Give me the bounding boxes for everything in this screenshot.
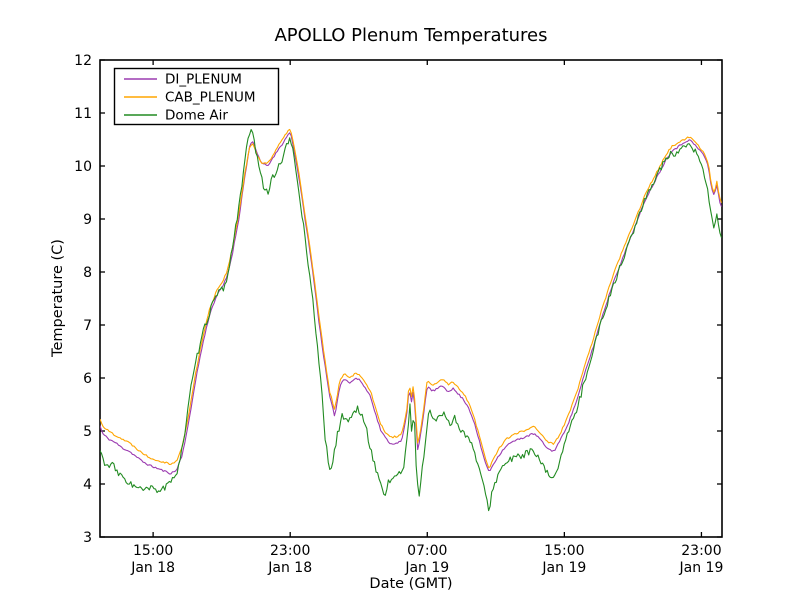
y-tick-label: 12 <box>74 53 92 69</box>
x-tick-date-label: Jan 19 <box>404 560 449 576</box>
y-tick-label: 11 <box>74 106 92 122</box>
y-tick-label: 4 <box>83 477 92 493</box>
x-tick-date-label: Jan 19 <box>541 560 586 576</box>
x-axis-label: Date (GMT) <box>369 576 452 592</box>
x-tick-date-label: Jan 18 <box>267 560 312 576</box>
x-tick-time-label: 07:00 <box>407 543 447 559</box>
legend-item-di-plenum: DI_PLENUM <box>124 72 242 88</box>
series-layer <box>100 128 722 512</box>
chart-title: APOLLO Plenum Temperatures <box>274 25 547 46</box>
y-tick-label: 3 <box>83 530 92 546</box>
y-tick-label: 9 <box>83 212 92 228</box>
y-tick-label: 5 <box>83 424 92 440</box>
series-line-dome-air <box>100 129 722 512</box>
plot-frame <box>99 59 723 538</box>
y-axis-label: Temperature (C) <box>50 239 66 358</box>
x-tick-time-label: 15:00 <box>133 543 173 559</box>
legend-label-dome-air: Dome Air <box>165 108 228 124</box>
legend-label-di-plenum: DI_PLENUM <box>165 72 242 88</box>
legend-item-cab-plenum: CAB_PLENUM <box>124 90 256 106</box>
legend: DI_PLENUM CAB_PLENUM Dome Air <box>113 67 280 126</box>
x-tick-time-label: 23:00 <box>681 543 721 559</box>
y-tick-label: 10 <box>74 159 92 175</box>
x-tick-date-label: Jan 18 <box>130 560 175 576</box>
x-tick-time-label: 23:00 <box>270 543 310 559</box>
y-tick-label: 8 <box>83 265 92 281</box>
y-tick-label: 7 <box>83 318 92 334</box>
legend-item-dome-air: Dome Air <box>124 108 228 124</box>
x-tick-time-label: 15:00 <box>544 543 584 559</box>
series-line-cab-plenum <box>100 128 722 469</box>
x-tick-date-label: Jan 19 <box>679 560 724 576</box>
legend-label-cab-plenum: CAB_PLENUM <box>165 90 256 106</box>
y-tick-label: 6 <box>83 371 92 387</box>
